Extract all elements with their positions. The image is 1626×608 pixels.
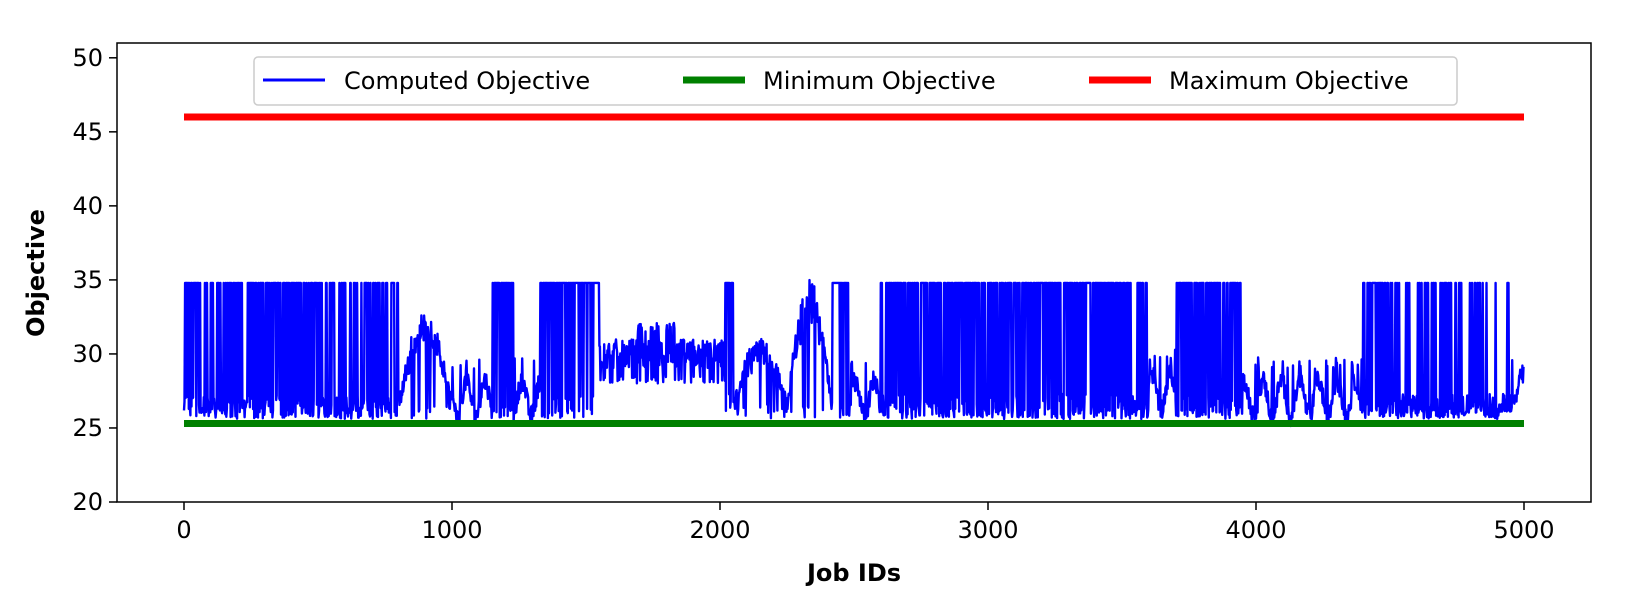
y-tick-label: 40 [72,192,103,220]
x-tick-label: 3000 [957,516,1018,544]
y-axis-ticks: 20 25 30 35 40 45 50 [72,44,117,516]
y-tick-label: 30 [72,340,103,368]
x-tick-label: 2000 [689,516,750,544]
y-tick-label: 35 [72,266,103,294]
x-axis-label: Job IDs [805,559,901,587]
y-tick-label: 25 [72,414,103,442]
legend-label-computed: Computed Objective [344,67,590,95]
legend-label-minimum: Minimum Objective [763,67,996,95]
legend-item-computed: Computed Objective [263,67,590,95]
x-axis-ticks: 0 1000 2000 3000 4000 5000 [176,502,1555,544]
legend-frame [253,56,1458,106]
y-axis-label: Objective [22,209,50,337]
y-tick-label: 20 [72,488,103,516]
x-tick-label: 4000 [1225,516,1286,544]
series-line-computed-objective [182,278,1525,428]
plot-frame [116,42,1592,503]
x-tick-label: 0 [176,516,191,544]
x-tick-label: 1000 [421,516,482,544]
series-layer [182,113,1525,428]
y-tick-label: 50 [72,44,103,72]
x-tick-label: 5000 [1493,516,1554,544]
legend: Computed Objective Minimum Objective Max… [253,56,1458,106]
legend-label-maximum: Maximum Objective [1169,67,1409,95]
y-tick-label: 45 [72,118,103,146]
legend-item-maximum: Maximum Objective [1089,67,1409,95]
legend-item-minimum: Minimum Objective [683,67,996,95]
